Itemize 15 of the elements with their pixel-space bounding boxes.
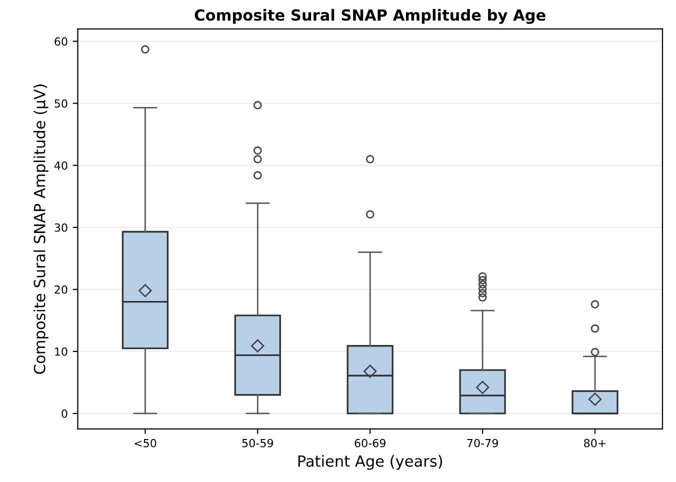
x-tick-label: 80+ xyxy=(584,438,606,448)
y-tick-label: 10 xyxy=(55,347,68,356)
x-axis-title: Patient Age (years) xyxy=(298,455,442,470)
y-tick-label: 50 xyxy=(54,99,68,108)
x-tick-label: 70-79 xyxy=(467,438,498,448)
chart-title: Composite Sural SNAP Amplitude by Age xyxy=(194,8,546,24)
y-tick-label: 40 xyxy=(54,161,68,170)
x-tick-label: 60-69 xyxy=(354,438,386,448)
y-tick-label: 20 xyxy=(54,285,68,294)
x-tick-label: 50-59 xyxy=(242,438,274,448)
y-tick-label: 60 xyxy=(54,37,68,46)
y-axis-title: Composite Sural SNAP Amplitude (µV) xyxy=(34,84,48,374)
x-tick-label: <50 xyxy=(134,438,156,448)
y-tick-label: 0 xyxy=(62,409,68,418)
y-tick-label: 30 xyxy=(54,223,68,232)
